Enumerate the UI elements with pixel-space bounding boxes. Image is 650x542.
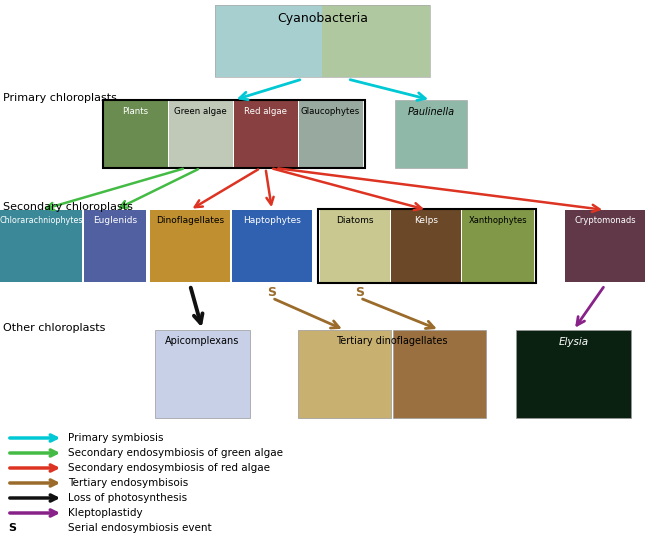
Bar bbox=[299, 101, 363, 167]
Bar bbox=[155, 330, 250, 418]
Bar bbox=[462, 210, 534, 282]
Text: Paulinella: Paulinella bbox=[408, 107, 454, 117]
Bar bbox=[516, 330, 631, 418]
Bar bbox=[232, 210, 312, 282]
Bar bbox=[103, 100, 365, 168]
Text: Cryptomonads: Cryptomonads bbox=[574, 216, 636, 225]
Text: Kelps: Kelps bbox=[414, 216, 438, 225]
Text: Tertiary endosymbisois: Tertiary endosymbisois bbox=[68, 478, 188, 488]
Bar bbox=[215, 5, 430, 77]
Text: Tertiary dinoflagellates: Tertiary dinoflagellates bbox=[336, 336, 448, 346]
Bar bbox=[234, 101, 298, 167]
Text: Kleptoplastidy: Kleptoplastidy bbox=[68, 508, 142, 518]
Text: Secondary endosymbiosis of green algae: Secondary endosymbiosis of green algae bbox=[68, 448, 283, 458]
Text: Primary chloroplasts: Primary chloroplasts bbox=[3, 93, 117, 103]
Text: S: S bbox=[8, 523, 16, 533]
Text: Secondary chloroplasts: Secondary chloroplasts bbox=[3, 202, 133, 212]
Bar bbox=[298, 330, 391, 418]
Bar bbox=[395, 100, 467, 168]
Bar bbox=[393, 330, 486, 418]
Text: Other chloroplasts: Other chloroplasts bbox=[3, 323, 105, 333]
Text: Dinoflagellates: Dinoflagellates bbox=[156, 216, 224, 225]
Text: Euglenids: Euglenids bbox=[93, 216, 137, 225]
Text: Xanthophytes: Xanthophytes bbox=[469, 216, 527, 225]
Text: Elysia: Elysia bbox=[558, 337, 588, 347]
Text: Cyanobacteria: Cyanobacteria bbox=[277, 12, 368, 25]
Text: S: S bbox=[356, 286, 365, 299]
Text: Red algae: Red algae bbox=[244, 107, 287, 116]
Text: S: S bbox=[268, 286, 276, 299]
Text: Serial endosymbiosis event: Serial endosymbiosis event bbox=[68, 523, 212, 533]
Text: Loss of photosynthesis: Loss of photosynthesis bbox=[68, 493, 187, 503]
Text: Secondary endosymbiosis of red algae: Secondary endosymbiosis of red algae bbox=[68, 463, 270, 473]
Bar bbox=[318, 209, 536, 283]
Text: Glaucophytes: Glaucophytes bbox=[301, 107, 360, 116]
Bar bbox=[84, 210, 146, 282]
Text: Apicomplexans: Apicomplexans bbox=[165, 336, 240, 346]
Bar bbox=[104, 101, 168, 167]
Bar bbox=[150, 210, 230, 282]
Bar bbox=[320, 210, 390, 282]
Bar bbox=[215, 5, 322, 77]
Text: Plants: Plants bbox=[122, 107, 149, 116]
Text: Chlorarachniophytes: Chlorarachniophytes bbox=[0, 216, 83, 225]
Text: Green algae: Green algae bbox=[174, 107, 227, 116]
Text: Diatoms: Diatoms bbox=[336, 216, 374, 225]
Bar bbox=[169, 101, 233, 167]
Bar bbox=[322, 5, 430, 77]
Bar bbox=[565, 210, 645, 282]
Text: Primary symbiosis: Primary symbiosis bbox=[68, 433, 164, 443]
Bar bbox=[391, 210, 461, 282]
Text: Haptophytes: Haptophytes bbox=[243, 216, 301, 225]
Bar bbox=[0, 210, 82, 282]
